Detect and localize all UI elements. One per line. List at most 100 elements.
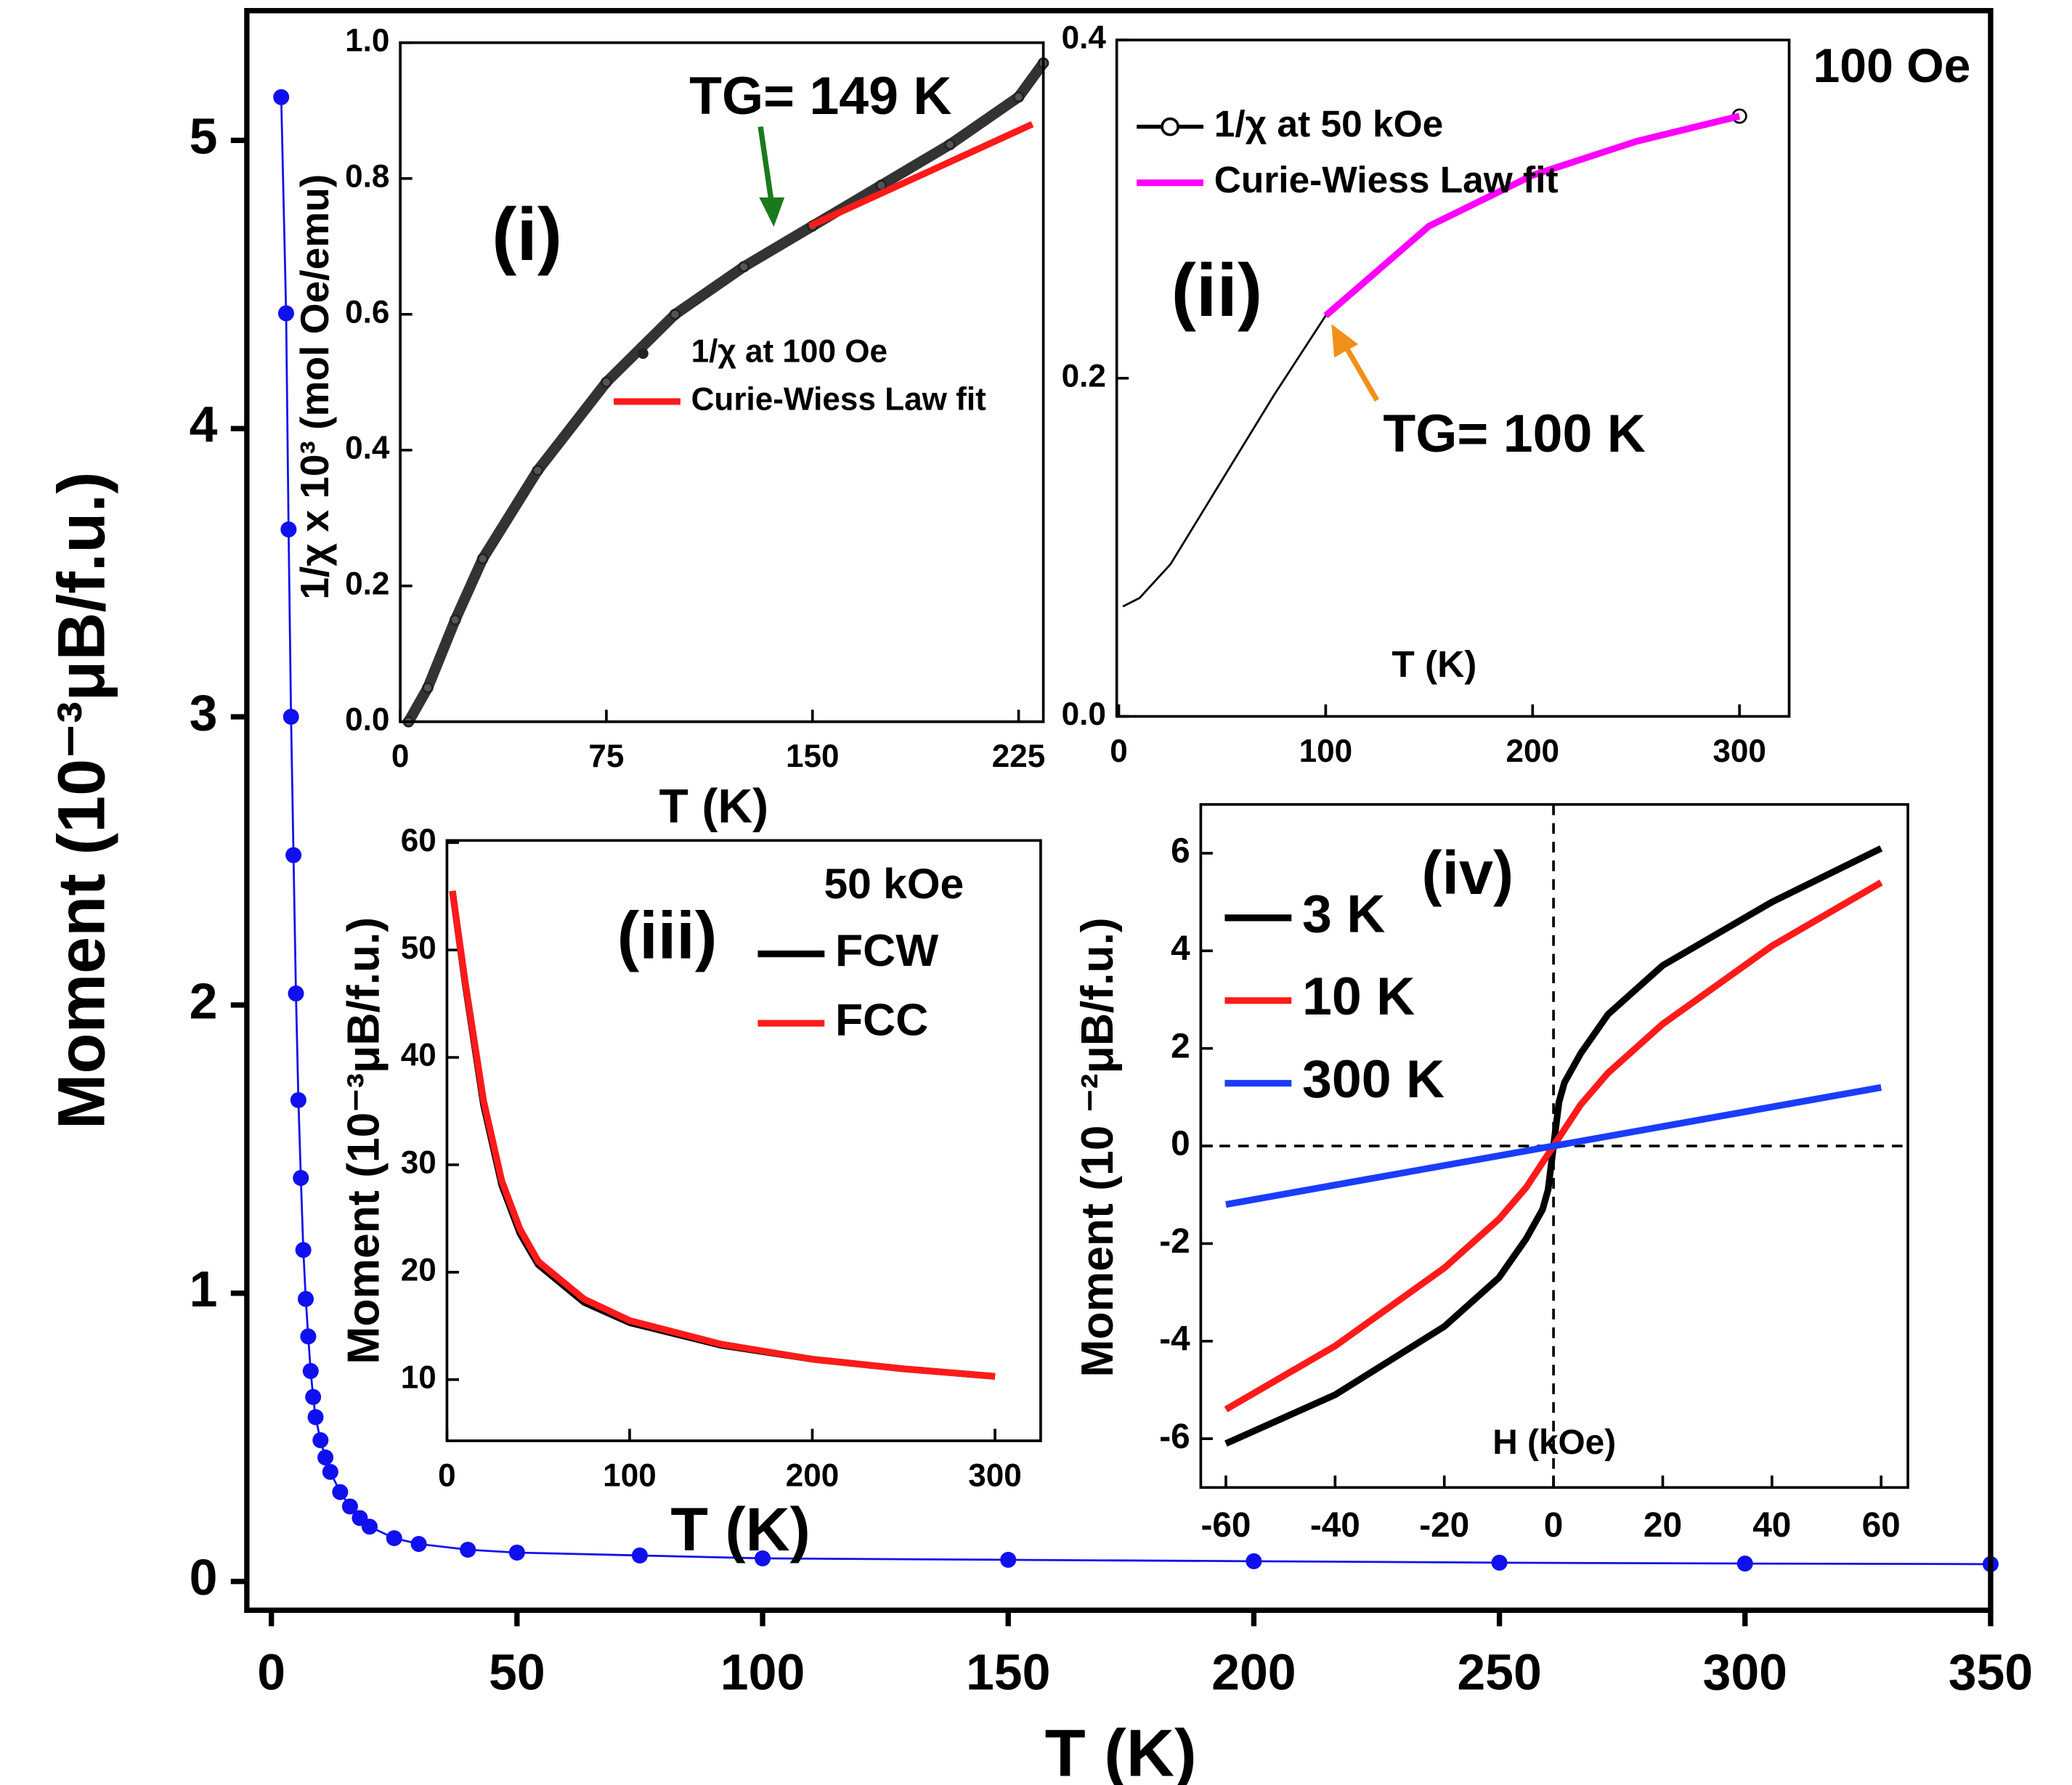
panel-label: (iv)	[1421, 839, 1514, 907]
arrow-head	[759, 197, 785, 227]
point	[277, 305, 294, 322]
y-tick-label: 0.0	[1062, 696, 1106, 732]
x-tick-label: 100	[603, 1457, 657, 1493]
x-tick-label: 100	[1299, 733, 1353, 769]
x-tick-label: 200	[786, 1457, 840, 1493]
y-tick-label: -4	[1159, 1320, 1190, 1358]
y-tick-label: 0.8	[345, 158, 389, 194]
point	[307, 1409, 324, 1426]
point	[508, 1544, 525, 1561]
point	[302, 1362, 319, 1379]
chart: 0 100 200 300 10 20 30 40 50 60 FCW FCC T (K) Moment …	[338, 823, 1042, 1564]
y-tick-label: 1	[190, 1261, 218, 1317]
annotation: TG= 100 K	[1383, 403, 1645, 463]
legend-label: 10 K	[1302, 966, 1415, 1026]
y-tick-label: 40	[401, 1038, 436, 1073]
x-tick-label: 300	[968, 1457, 1022, 1493]
point	[317, 1449, 334, 1466]
series-line	[449, 890, 996, 1380]
x-tick-label: 0	[1110, 733, 1128, 769]
legend-label: FCC	[835, 995, 928, 1046]
inset-background	[447, 840, 1041, 1442]
legend-label: 300 K	[1302, 1049, 1445, 1109]
x-tick-label: 50	[489, 1644, 545, 1701]
point	[290, 1091, 306, 1108]
point	[755, 1550, 771, 1566]
point	[738, 261, 749, 273]
ylabel: Moment (10 ⁻²μB/f.u.)	[1072, 917, 1123, 1377]
x-tick-label: 150	[786, 739, 840, 774]
legend-label: Curie-Wiess Law fit	[1214, 158, 1559, 200]
point	[298, 1290, 314, 1307]
xlabel: T (K)	[1045, 1717, 1197, 1785]
point	[300, 1328, 317, 1345]
point	[476, 553, 489, 565]
chart: 0 75 150 225 0.0 0.2 0.4 0.6 0.8 1.0 1/χ at 100 Oe…	[292, 23, 1049, 834]
y-tick-label: -6	[1159, 1418, 1190, 1456]
point	[532, 465, 544, 476]
point	[332, 1484, 349, 1500]
y-tick-label: 4	[190, 397, 218, 453]
xlabel: T (K)	[1392, 643, 1476, 685]
x-tick-label: 200	[1211, 1644, 1296, 1701]
y-tick-label: 0.2	[345, 566, 389, 601]
plot-frame	[399, 41, 1045, 723]
point	[361, 1518, 378, 1535]
y-tick-label: 5	[190, 108, 218, 165]
x-tick-label: 200	[1506, 733, 1559, 769]
y-tick-label: 2	[1171, 1027, 1190, 1065]
ylabel: 1/χ x 10³ (mol Oe/emu)	[292, 174, 337, 600]
panel-label: (i)	[492, 192, 562, 276]
x-tick-label: 300	[1703, 1644, 1787, 1701]
plot-frame	[244, 8, 1994, 1614]
series-line	[808, 121, 1034, 229]
point	[410, 1536, 427, 1553]
point	[460, 1541, 476, 1558]
annotation: TG= 149 K	[689, 65, 951, 126]
point	[1246, 1553, 1262, 1569]
arrows	[757, 126, 1380, 402]
y-tick-label: 1.0	[345, 23, 389, 58]
x-tick-label: -20	[1419, 1506, 1469, 1545]
legend-label: 3 K	[1302, 883, 1385, 943]
y-tick-label: 0.4	[1062, 20, 1107, 56]
point	[293, 1170, 309, 1187]
x-tick-label: 0	[391, 739, 410, 774]
y-tick-label: 10	[401, 1359, 436, 1395]
series-line	[1225, 1083, 1882, 1208]
y-tick-label: 2	[190, 972, 218, 1029]
point	[283, 709, 299, 725]
y-tick-label: 0	[190, 1549, 218, 1606]
point	[1491, 1554, 1508, 1571]
y-tick-label: 6	[1171, 832, 1190, 871]
point	[944, 139, 956, 150]
y-tick-label: 20	[401, 1252, 436, 1288]
point	[312, 1432, 329, 1449]
series-line	[1323, 113, 1741, 319]
point	[1012, 91, 1025, 103]
point	[631, 1547, 648, 1564]
point	[285, 847, 302, 863]
ylabel: Moment (10⁻³μB/f.u.)	[338, 917, 389, 1365]
point	[1000, 1551, 1017, 1568]
x-tick-label: 0	[438, 1457, 456, 1493]
x-tick-label: 150	[966, 1644, 1050, 1701]
y-tick-label: 0.2	[1062, 358, 1106, 394]
panel-label: (iii)	[617, 898, 718, 972]
x-tick-label: 75	[588, 739, 624, 774]
y-tick-label: 30	[401, 1145, 436, 1181]
point	[450, 614, 461, 626]
legend-label: Curie-Wiess Law fit	[691, 382, 986, 418]
arrow	[757, 126, 774, 201]
point	[386, 1530, 402, 1547]
ylabel: Moment (10⁻³μB/f.u.)	[45, 471, 119, 1129]
point	[273, 89, 290, 105]
y-tick-label: 0	[1171, 1125, 1190, 1163]
xlabel: T (K)	[659, 780, 769, 834]
legend-label: FCW	[835, 925, 938, 976]
point	[341, 1498, 358, 1515]
point	[322, 1463, 338, 1480]
point	[669, 309, 681, 320]
